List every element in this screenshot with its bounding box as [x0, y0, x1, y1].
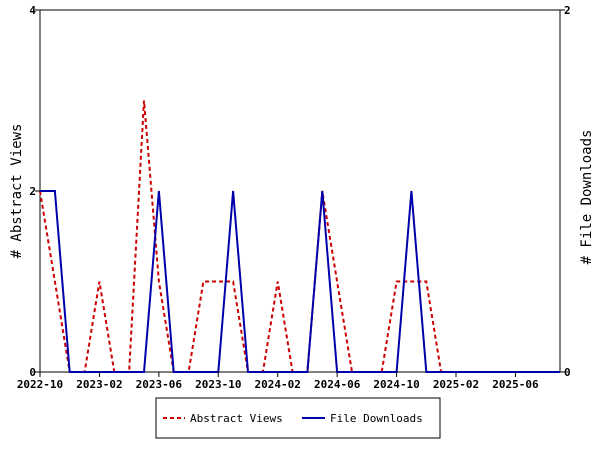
- legend-box: [155, 397, 441, 439]
- axis-layer: 0 2 4 0 2 2022-10 2023-02 2023-06 2023-10 2024-02…: [17, 4, 571, 391]
- plot-area: [39, 9, 561, 373]
- legend: Abstract Views File Downloads: [155, 397, 441, 439]
- x-tick-label: 2025-02: [433, 378, 479, 391]
- x-tick-label: 2023-06: [136, 378, 183, 391]
- x-tick-label: 2024-06: [314, 378, 361, 391]
- y-tick-label-right: 0: [564, 366, 571, 379]
- x-tick-label: 2022-10: [17, 378, 63, 391]
- x-tick-label: 2023-02: [76, 378, 122, 391]
- series-line-file-downloads: [40, 190, 560, 373]
- y-tick-label-left: 4: [29, 4, 36, 17]
- x-tick-label: 2025-06: [492, 378, 539, 391]
- legend-label-abstract-views: Abstract Views: [190, 412, 283, 425]
- y-axis-title-right: # File Downloads: [579, 130, 595, 265]
- y-axis-title-left: # Abstract Views: [9, 124, 25, 259]
- x-tick-label: 2024-02: [255, 378, 301, 391]
- x-tick-label: 2024-10: [373, 378, 419, 391]
- y-tick-label-left: 0: [29, 366, 36, 379]
- series-layer: [39, 100, 560, 373]
- legend-label-file-downloads: File Downloads: [330, 412, 423, 425]
- y-tick-label-left: 2: [29, 185, 36, 198]
- y-tick-label-right: 2: [564, 4, 571, 17]
- x-tick-label: 2023-10: [195, 378, 241, 391]
